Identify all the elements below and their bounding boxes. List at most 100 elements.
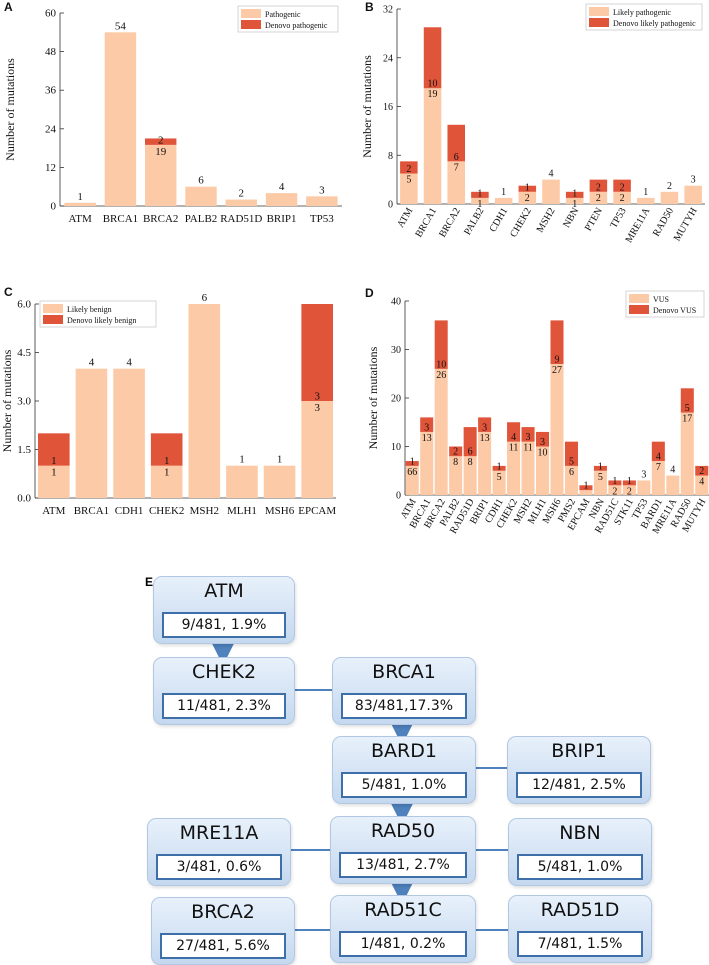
data-label: 19: [155, 146, 167, 158]
data-label: 2: [699, 466, 704, 477]
x-tick-label: PALB2: [185, 213, 218, 225]
legend-swatch: [241, 9, 261, 18]
bar-likely-pathogenic: [660, 191, 679, 204]
bar-likely-benign: [188, 304, 221, 498]
gene-frequency: 12/481, 2.5%: [516, 772, 642, 798]
legend-swatch: [629, 305, 649, 314]
bar-likely-benign: [263, 465, 296, 498]
data-label: 2: [667, 181, 672, 192]
gene-frequency: 7/481, 1.5%: [517, 931, 643, 957]
data-label: 4: [511, 432, 516, 443]
data-label: 3: [526, 432, 531, 443]
panel-label-c: C: [4, 285, 13, 299]
bar-likely-pathogenic: [447, 161, 465, 204]
data-label: 1: [598, 461, 603, 472]
bar-denovo-vus: [564, 441, 578, 466]
bar-vus: [449, 456, 463, 495]
bar-likely-benign: [150, 465, 183, 498]
data-label: 1: [583, 481, 588, 492]
bar-denovo-likely-benign: [38, 433, 70, 466]
bar-vus: [521, 441, 535, 495]
bar-vus: [651, 461, 665, 495]
data-label: 3: [540, 437, 545, 448]
bar-likely-pathogenic: [494, 197, 513, 204]
y-tick-label: 6.0: [17, 299, 31, 311]
bar-denovo-pathogenic: [145, 138, 177, 145]
data-label: 4: [549, 169, 554, 180]
data-label: 1: [77, 191, 83, 203]
bar-vus: [536, 446, 550, 495]
bar-denovo-vus: [507, 422, 521, 442]
data-label: 4: [89, 357, 95, 369]
gene-name: RAD51C: [364, 899, 442, 921]
panel-label-a: A: [4, 0, 13, 14]
data-label: 13: [422, 433, 432, 444]
gene-name: BRIP1: [551, 740, 607, 762]
x-tick-label: RAD51D: [220, 213, 262, 225]
node-mre11a: MRE11A 3/481, 0.6%: [147, 818, 291, 886]
legend-swatch: [629, 294, 649, 303]
legend-entry: Likely benign: [67, 305, 112, 314]
data-label: 1: [612, 476, 617, 487]
bar-vus: [666, 475, 680, 495]
data-label: 1: [164, 467, 170, 479]
node-rad51d: RAD51D 7/481, 1.5%: [508, 895, 652, 963]
gene-frequency: 11/481, 2.3%: [162, 693, 286, 719]
gene-name: NBN: [559, 822, 601, 844]
node-atm: ATM 9/481, 1.9%: [153, 576, 295, 644]
y-axis-label: Number of mutations: [366, 346, 380, 449]
bar-vus: [593, 470, 607, 495]
legend-swatch: [589, 7, 609, 16]
bar-denovo-vus: [593, 465, 607, 471]
bar-likely-pathogenic: [400, 173, 418, 204]
data-label: 3: [691, 175, 696, 186]
x-tick-label: TP53: [310, 213, 334, 225]
y-axis-label: Number of mutations: [0, 349, 14, 452]
x-tick-label: RAD50: [651, 206, 676, 238]
data-label: 2: [158, 134, 164, 146]
data-label: 4: [699, 477, 704, 488]
bar-vus: [492, 470, 506, 495]
x-tick-label: NBN: [561, 206, 581, 230]
data-label: 2: [525, 193, 530, 204]
data-label: 27: [552, 365, 562, 376]
data-label: 1: [477, 199, 482, 210]
bar-vus: [550, 364, 564, 495]
y-tick-label: 0: [388, 200, 393, 211]
legend-entry: Likely pathogenic: [613, 8, 671, 17]
gene-frequency: 1/481, 0.2%: [339, 931, 467, 957]
node-brca2: BRCA2 27/481, 5.6%: [151, 897, 295, 965]
x-tick-label: BRCA1: [74, 505, 109, 517]
x-tick-label: PALB2: [462, 206, 486, 237]
x-tick-label: MSH2: [190, 505, 219, 517]
data-label: 5: [569, 456, 574, 467]
data-label: 1: [51, 467, 57, 479]
data-label: 11: [523, 443, 533, 454]
gene-frequency: 3/481, 0.6%: [156, 854, 282, 880]
bar-denovo-likely-pathogenic: [447, 124, 465, 162]
bar-vus: [564, 465, 578, 495]
data-label: 10: [428, 79, 438, 90]
data-label: 1: [627, 476, 632, 487]
bar-denovo-vus: [550, 320, 564, 365]
panel-label-e: E: [145, 575, 154, 589]
y-tick-label: 36: [45, 85, 57, 97]
x-tick-label: CHEK2: [149, 505, 184, 517]
bar-likely-pathogenic: [613, 191, 631, 204]
x-tick-label: CDH1: [488, 206, 511, 234]
bar-denovo-vus: [420, 417, 434, 432]
bar-denovo-likely-benign: [301, 304, 333, 401]
data-label: 1: [477, 188, 482, 199]
data-label: 1: [277, 454, 283, 466]
y-tick-label: 0: [51, 201, 57, 213]
bar-denovo-likely-pathogenic: [589, 179, 608, 192]
bar-likely-pathogenic: [471, 197, 489, 204]
gene-name: CHEK2: [191, 661, 257, 683]
legend-swatch: [43, 315, 63, 324]
bar-vus: [637, 480, 651, 495]
node-bard1: BARD1 5/481, 1.0%: [332, 736, 476, 804]
